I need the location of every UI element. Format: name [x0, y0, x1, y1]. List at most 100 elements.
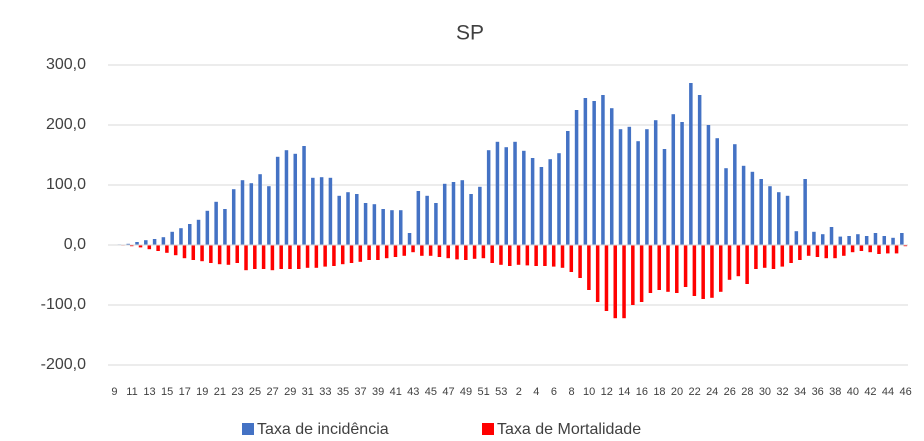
bar — [636, 141, 640, 245]
bar — [833, 245, 837, 259]
bar — [595, 245, 600, 302]
bar — [188, 224, 192, 245]
bar — [428, 245, 433, 256]
bar — [508, 245, 512, 266]
bar — [337, 195, 341, 245]
x-tick-label: 37 — [354, 386, 366, 398]
bar — [868, 245, 872, 253]
bar — [179, 228, 183, 245]
bar — [135, 242, 139, 245]
bar — [736, 245, 741, 277]
bar — [302, 146, 306, 245]
bar — [733, 144, 737, 245]
y-tick-label: -100,0 — [41, 296, 86, 313]
bar — [710, 245, 714, 298]
x-tick-label: 19 — [196, 386, 208, 398]
bar — [718, 245, 723, 292]
y-tick-label: -200,0 — [41, 356, 86, 373]
bar — [244, 245, 248, 271]
bar — [249, 183, 254, 245]
bar — [560, 245, 565, 268]
bar — [618, 129, 623, 245]
bar — [451, 182, 456, 245]
bar — [279, 245, 283, 269]
bar — [622, 245, 626, 319]
bar — [402, 245, 407, 256]
x-tick-label: 10 — [583, 386, 595, 398]
bar — [877, 245, 881, 254]
bar — [785, 195, 790, 245]
bar — [513, 141, 517, 245]
bar — [499, 245, 503, 265]
bar — [886, 245, 890, 254]
bar — [398, 210, 403, 245]
x-tick-label: 22 — [688, 386, 700, 398]
bar — [657, 245, 661, 290]
bar — [381, 209, 385, 245]
bar — [355, 194, 359, 245]
bar — [631, 245, 635, 305]
bar — [173, 245, 178, 256]
bar — [490, 245, 494, 263]
x-tick-label: 17 — [179, 386, 191, 398]
bar — [376, 245, 380, 260]
bar — [311, 177, 315, 245]
bar — [495, 141, 500, 245]
legend-swatch — [482, 423, 494, 435]
bar — [293, 153, 298, 245]
bar — [574, 110, 579, 245]
bar — [627, 126, 632, 245]
legend-swatch — [242, 423, 254, 435]
bar — [557, 153, 561, 245]
bar — [689, 83, 693, 245]
bar — [762, 245, 767, 268]
bar — [205, 210, 210, 245]
bar — [464, 245, 468, 260]
y-tick-label: 200,0 — [46, 116, 86, 133]
x-tick-label: 49 — [460, 386, 472, 398]
bar — [288, 245, 292, 269]
bar — [587, 245, 591, 290]
bar — [768, 186, 772, 245]
bar — [165, 245, 169, 253]
x-tick-label: 27 — [267, 386, 279, 398]
bar — [191, 245, 196, 260]
bar — [235, 245, 239, 263]
x-tick-label: 21 — [214, 386, 226, 398]
bar — [777, 192, 781, 245]
x-tick-label: 41 — [390, 386, 402, 398]
x-tick-label: 36 — [812, 386, 824, 398]
bar — [639, 245, 644, 302]
bar — [126, 243, 130, 245]
bar — [416, 191, 421, 245]
bar — [372, 204, 377, 245]
bar — [407, 233, 412, 245]
bar — [144, 240, 148, 245]
x-tick-label: 38 — [829, 386, 841, 398]
x-tick-label: 4 — [533, 386, 539, 398]
bar — [270, 245, 275, 271]
bar — [815, 245, 820, 257]
bar — [891, 237, 895, 245]
bar — [675, 245, 679, 293]
bar — [437, 245, 442, 257]
x-tick-label: 42 — [864, 386, 876, 398]
bar — [460, 180, 465, 245]
bar — [481, 245, 486, 259]
x-tick-label: 30 — [759, 386, 771, 398]
bar — [138, 245, 143, 248]
bar — [771, 245, 776, 269]
bar — [217, 245, 222, 265]
x-tick-label: 31 — [302, 386, 314, 398]
bar — [446, 245, 450, 259]
bar — [319, 177, 324, 245]
bar — [692, 245, 697, 296]
bar — [504, 147, 508, 245]
bar — [275, 156, 280, 245]
bar — [156, 245, 160, 251]
bar — [724, 168, 728, 245]
bar — [390, 210, 394, 245]
bar — [604, 245, 609, 311]
bar — [894, 245, 899, 254]
x-tick-label: 46 — [899, 386, 911, 398]
